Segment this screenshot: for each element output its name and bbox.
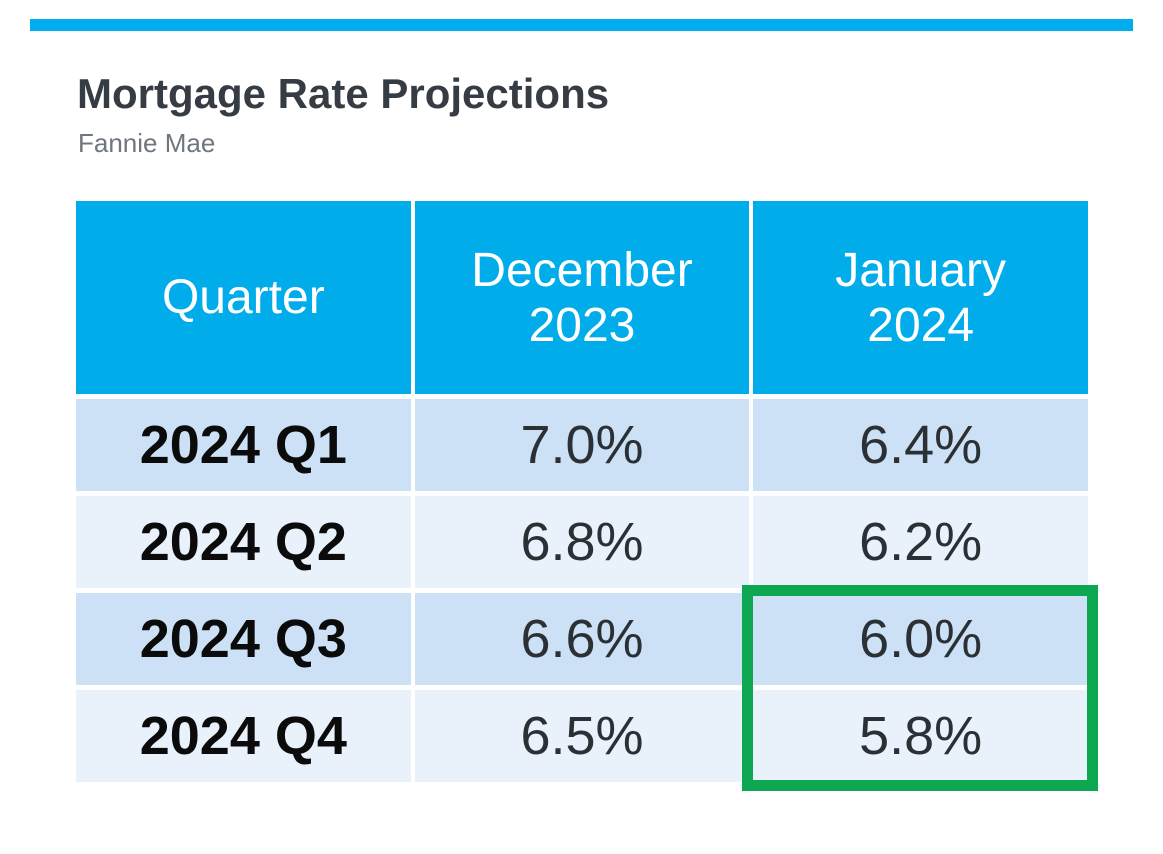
rate-cell-q4-jan2024: 5.8% (753, 690, 1088, 782)
rate-cell-q1-dec2023: 7.0% (414, 399, 750, 491)
header-cell-december-line2: 2023 (528, 298, 636, 352)
quarter-cell-q1: 2024 Q1 (76, 399, 411, 491)
rate-cell-q4-dec2023: 6.5% (414, 690, 750, 782)
rate-cell-q3-jan2024: 6.0% (753, 593, 1088, 685)
rate-cell-q3-dec2023: 6.6% (414, 593, 750, 685)
header-cell-quarter-line1: Quarter (161, 271, 325, 324)
rate-cell-q2-jan2024: 6.2% (753, 496, 1088, 588)
header-cell-quarter: Quarter (76, 201, 411, 394)
header-cell-december-2023: December 2023 (414, 201, 750, 394)
rate-cell-q2-dec2023: 6.8% (414, 496, 750, 588)
header-cell-january-line2: 2024 (867, 298, 975, 352)
page-title: Mortgage Rate Projections (77, 70, 610, 117)
header-cell-january-2024: January 2024 (753, 201, 1088, 394)
quarter-cell-q3: 2024 Q3 (76, 593, 411, 685)
accent-bar (30, 19, 1133, 31)
rate-cell-q1-jan2024: 6.4% (753, 399, 1088, 491)
header-cell-january-line1: January (835, 243, 1007, 297)
mortgage-rate-table: Quarter December 2023 January 2024 2024 … (76, 201, 1088, 782)
header-cell-december-line1: December (471, 243, 693, 297)
page-subtitle: Fannie Mae (78, 128, 216, 158)
quarter-cell-q4: 2024 Q4 (76, 690, 411, 782)
quarter-cell-q2: 2024 Q2 (76, 496, 411, 588)
